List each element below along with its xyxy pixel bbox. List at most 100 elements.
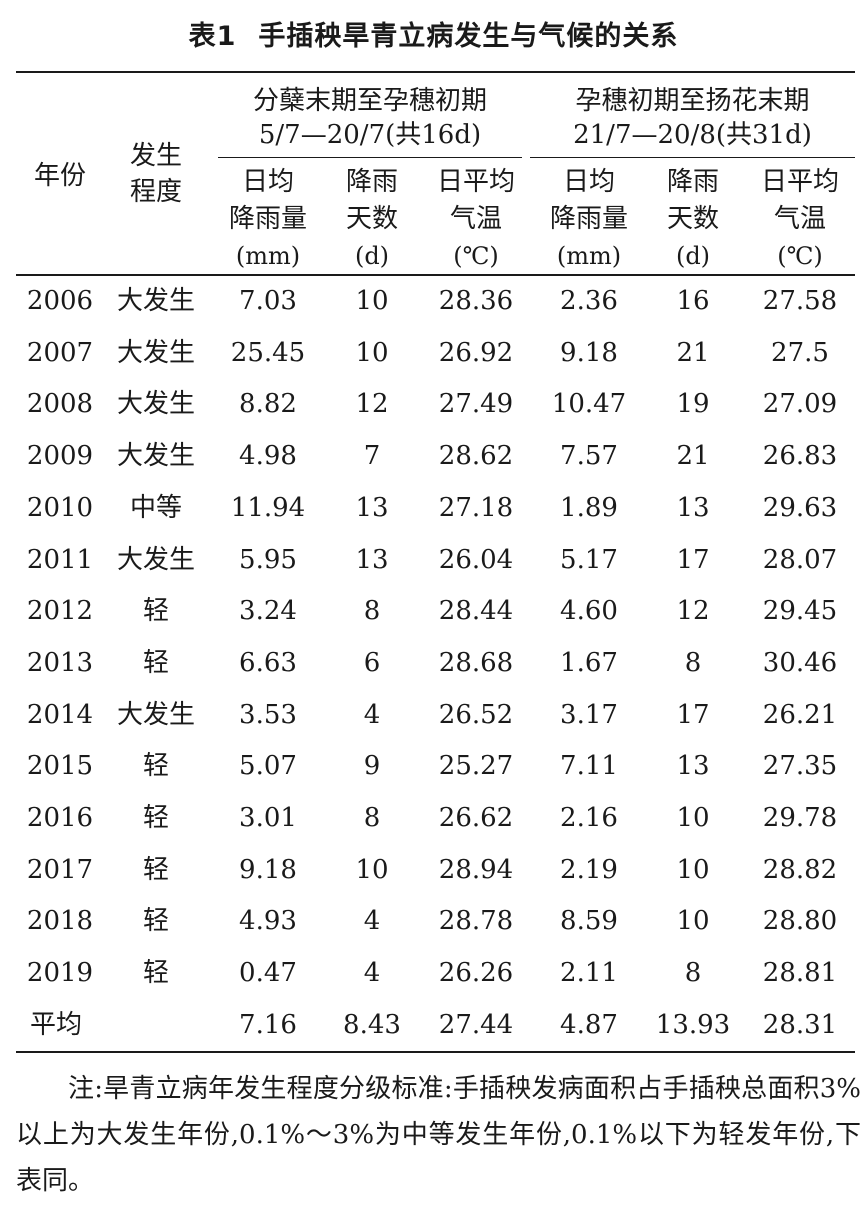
cell-rain-p1: 4.98 bbox=[239, 441, 297, 472]
cell-days-p1: 7 bbox=[363, 441, 381, 472]
header-degree-line1: 发生 bbox=[129, 141, 182, 171]
cell-temp-p2: 28.07 bbox=[762, 544, 838, 575]
cell-days-p2: 10 bbox=[676, 906, 710, 937]
cell-temp-p1: 26.62 bbox=[438, 803, 514, 833]
cell-temp-p1: 26.92 bbox=[438, 337, 514, 368]
cell-year: 平均 bbox=[30, 1009, 83, 1040]
header-days-unit: (d) bbox=[354, 242, 390, 270]
cell-days-p1: 8 bbox=[363, 596, 381, 627]
cell-temp-p1: 28.94 bbox=[438, 854, 514, 885]
cell-days-p1: 8.43 bbox=[343, 1009, 401, 1040]
bottom-rule bbox=[16, 1051, 855, 1053]
cell-temp-p2: 29.78 bbox=[762, 803, 838, 833]
group1-rule bbox=[218, 157, 522, 158]
cell-rain-p1: 11.94 bbox=[230, 492, 306, 523]
header-year: 年份 bbox=[33, 161, 86, 191]
cell-days-p2: 8 bbox=[684, 647, 702, 678]
cell-degree: 大发生 bbox=[116, 699, 195, 730]
header-days-p2: 降雨 天数 (d) bbox=[642, 164, 744, 275]
header-days-unit: (d) bbox=[675, 242, 711, 270]
cell-degree: 轻 bbox=[142, 958, 169, 989]
cell-rain-p1: 3.24 bbox=[239, 596, 297, 627]
cell-degree: 轻 bbox=[142, 906, 169, 937]
cell-year: 2019 bbox=[26, 958, 94, 989]
cell-rain-p2: 7.11 bbox=[560, 751, 618, 782]
cell-temp-p1: 28.68 bbox=[438, 647, 514, 678]
header-rain-line2: 降雨量 bbox=[549, 204, 628, 234]
header-period1: 分蘖末期至孕穗初期 5/7—20/7(共16d) bbox=[218, 84, 522, 152]
cell-days-p1: 10 bbox=[355, 854, 389, 885]
header-days-line2: 天数 bbox=[345, 204, 398, 234]
header-temp-line2: 气温 bbox=[449, 204, 502, 234]
cell-days-p2: 13.93 bbox=[655, 1009, 731, 1040]
cell-rain-p1: 25.45 bbox=[230, 337, 306, 368]
cell-days-p1: 9 bbox=[363, 751, 381, 782]
cell-days-p1: 13 bbox=[355, 492, 389, 523]
header-rain-p2: 日均 降雨量 (mm) bbox=[538, 164, 640, 275]
header-degree: 发生 程度 bbox=[108, 138, 204, 210]
cell-degree: 轻 bbox=[142, 647, 169, 678]
cell-rain-p1: 9.18 bbox=[239, 854, 297, 885]
cell-temp-p1: 28.62 bbox=[438, 441, 514, 472]
cell-days-p2: 8 bbox=[684, 958, 702, 989]
cell-days-p2: 12 bbox=[676, 596, 710, 627]
header-rain-unit: (mm) bbox=[556, 242, 622, 270]
cell-temp-p2: 28.80 bbox=[762, 906, 838, 937]
header-temp-unit: (℃) bbox=[777, 242, 823, 270]
cell-days-p2: 16 bbox=[676, 286, 710, 316]
cell-rain-p2: 1.89 bbox=[560, 492, 618, 523]
cell-temp-p2: 28.81 bbox=[762, 958, 838, 989]
cell-days-p1: 4 bbox=[363, 958, 381, 989]
cell-temp-p2: 29.63 bbox=[762, 492, 838, 523]
cell-year: 2017 bbox=[26, 854, 94, 885]
cell-temp-p2: 30.46 bbox=[762, 647, 838, 678]
cell-temp-p1: 25.27 bbox=[438, 751, 514, 782]
header-days-line1: 降雨 bbox=[345, 167, 398, 197]
cell-rain-p1: 5.07 bbox=[239, 751, 297, 782]
cell-degree: 轻 bbox=[142, 596, 169, 627]
cell-year: 2014 bbox=[26, 699, 94, 730]
cell-year: 2016 bbox=[26, 803, 94, 833]
cell-days-p2: 10 bbox=[676, 803, 710, 833]
header-period2: 孕穗初期至扬花末期 21/7—20/8(共31d) bbox=[530, 84, 855, 152]
cell-rain-p2: 9.18 bbox=[560, 337, 618, 368]
cell-days-p2: 17 bbox=[676, 699, 710, 730]
table-note: 注:旱青立病年发生程度分级标准:手插秧发病面积占手插秧总面积3%以上为大发生年份… bbox=[16, 1074, 861, 1196]
header-rule bbox=[16, 274, 855, 276]
table-title: 表1 手插秧旱青立病发生与气候的关系 bbox=[0, 14, 867, 53]
header-rain-unit: (mm) bbox=[235, 242, 301, 270]
cell-days-p1: 6 bbox=[363, 647, 381, 678]
cell-degree: 轻 bbox=[142, 751, 169, 782]
cell-days-p2: 17 bbox=[676, 544, 710, 575]
cell-rain-p1: 6.63 bbox=[239, 647, 297, 678]
header-rain-line1: 日均 bbox=[241, 167, 294, 197]
cell-temp-p1: 26.04 bbox=[438, 544, 514, 575]
cell-rain-p2: 1.67 bbox=[560, 647, 618, 678]
cell-rain-p2: 2.11 bbox=[560, 958, 618, 989]
cell-rain-p2: 4.60 bbox=[560, 596, 618, 627]
cell-rain-p2: 5.17 bbox=[560, 544, 618, 575]
cell-rain-p2: 3.17 bbox=[560, 699, 618, 730]
table-caption: 手插秧旱青立病发生与气候的关系 bbox=[258, 21, 679, 52]
cell-temp-p1: 28.36 bbox=[438, 286, 514, 316]
cell-temp-p1: 28.44 bbox=[438, 596, 514, 627]
cell-rain-p1: 7.16 bbox=[239, 1009, 297, 1040]
header-rain-p1: 日均 降雨量 (mm) bbox=[218, 164, 318, 275]
table-label: 表1 bbox=[188, 21, 237, 52]
cell-temp-p2: 26.21 bbox=[762, 699, 838, 730]
cell-year: 2008 bbox=[26, 389, 94, 420]
cell-days-p1: 4 bbox=[363, 906, 381, 937]
cell-temp-p2: 27.5 bbox=[771, 337, 829, 368]
cell-year: 2010 bbox=[26, 492, 94, 523]
header-temp-line1: 日平均 bbox=[760, 167, 839, 197]
cell-days-p1: 10 bbox=[355, 337, 389, 368]
cell-rain-p2: 10.47 bbox=[551, 389, 627, 420]
header-temp-p2: 日平均 气温 (℃) bbox=[748, 164, 852, 275]
header-rain-line1: 日均 bbox=[562, 167, 615, 197]
cell-days-p2: 13 bbox=[676, 751, 710, 782]
cell-temp-p2: 27.35 bbox=[762, 751, 838, 782]
cell-temp-p1: 27.44 bbox=[438, 1009, 514, 1040]
cell-year: 2012 bbox=[26, 596, 94, 627]
header-temp-line2: 气温 bbox=[773, 204, 826, 234]
cell-year: 2007 bbox=[26, 337, 94, 368]
